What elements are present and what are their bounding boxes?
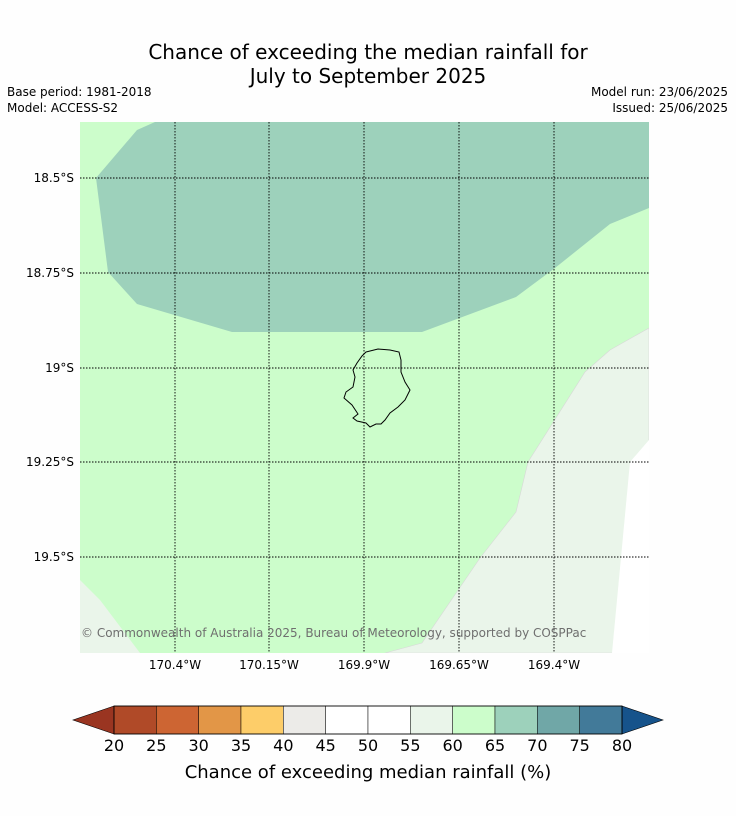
lon-label-169-65: 169.65°W (429, 658, 489, 672)
lat-label-19-25: 19.25°S (26, 455, 74, 469)
lon-label-169-9: 169.9°W (337, 658, 391, 672)
colorbar-over-arrow (621, 705, 664, 735)
colorbar-tick-label: 35 (230, 736, 252, 755)
region-55-60-southeast (384, 327, 649, 653)
colorbar-cell (410, 705, 453, 735)
colorbar-cells (113, 705, 623, 735)
colorbar-tick-label: 40 (273, 736, 294, 755)
colorbar-tick-label: 20 (103, 736, 125, 755)
copyright-notice: © Commonwealth of Australia 2025, Bureau… (81, 626, 587, 640)
colorbar-cell (240, 705, 284, 735)
issued-date: Issued: 25/06/2025 (612, 101, 728, 115)
meta-right: Model run: 23/06/2025 Issued: 25/06/2025 (591, 84, 728, 116)
colorbar-cell (198, 705, 242, 735)
colorbar-outline (113, 705, 623, 735)
chart-title-line-2: July to September 2025 (249, 64, 487, 88)
colorbar-under-arrow (72, 705, 115, 735)
model-name: Model: ACCESS-S2 (7, 101, 119, 115)
colorbar-cell (156, 705, 199, 735)
lon-label-170-15: 170.15°W (239, 658, 299, 672)
region-55-60-southwest (80, 580, 140, 653)
gridlines (80, 122, 649, 653)
lat-label-18-75: 18.75°S (26, 266, 74, 280)
colorbar-cell (579, 705, 623, 735)
colorbar-tick-label: 70 (527, 736, 548, 755)
colorbar-tick-label: 25 (146, 736, 167, 755)
colorbar-tick-label: 65 (484, 736, 506, 755)
colorbar-cell (537, 705, 580, 735)
colorbar-tick-label: 50 (357, 736, 379, 755)
region-65-70-north (96, 122, 649, 332)
colorbar-cell (367, 705, 411, 735)
colorbar-tick-label: 55 (400, 736, 421, 755)
colorbar-cell (452, 705, 496, 735)
island-coastline (343, 348, 411, 428)
lon-label-170-4: 170.4°W (148, 658, 202, 672)
lat-label-19-5: 19.5°S (33, 550, 74, 564)
base-period: Base period: 1981-2018 (7, 85, 152, 99)
colorbar-label: Chance of exceeding median rainfall (%) (184, 762, 552, 783)
colorbar-tick-label: 60 (442, 736, 463, 755)
region-50-55-southeast (612, 440, 649, 653)
meta-left: Base period: 1981-2018 Model: ACCESS-S2 (7, 84, 152, 116)
model-run: Model run: 23/06/2025 (590, 85, 728, 99)
lat-label-18-5: 18.5°S (33, 171, 74, 185)
colorbar-cell (113, 705, 157, 735)
colorbar-tick-label: 75 (569, 736, 590, 755)
lat-label-19: 19°S (45, 361, 74, 375)
lon-label-169-4: 169.4°W (527, 658, 581, 672)
chart-title-line-1: Chance of exceeding the median rainfall … (148, 40, 588, 64)
colorbar-tick-label: 45 (315, 736, 336, 755)
colorbar-tick-label: 80 (611, 736, 633, 755)
colorbar-cell (283, 705, 326, 735)
colorbar-cell (325, 705, 369, 735)
colorbar-cell (494, 705, 538, 735)
colorbar-tick-label: 30 (188, 736, 209, 755)
